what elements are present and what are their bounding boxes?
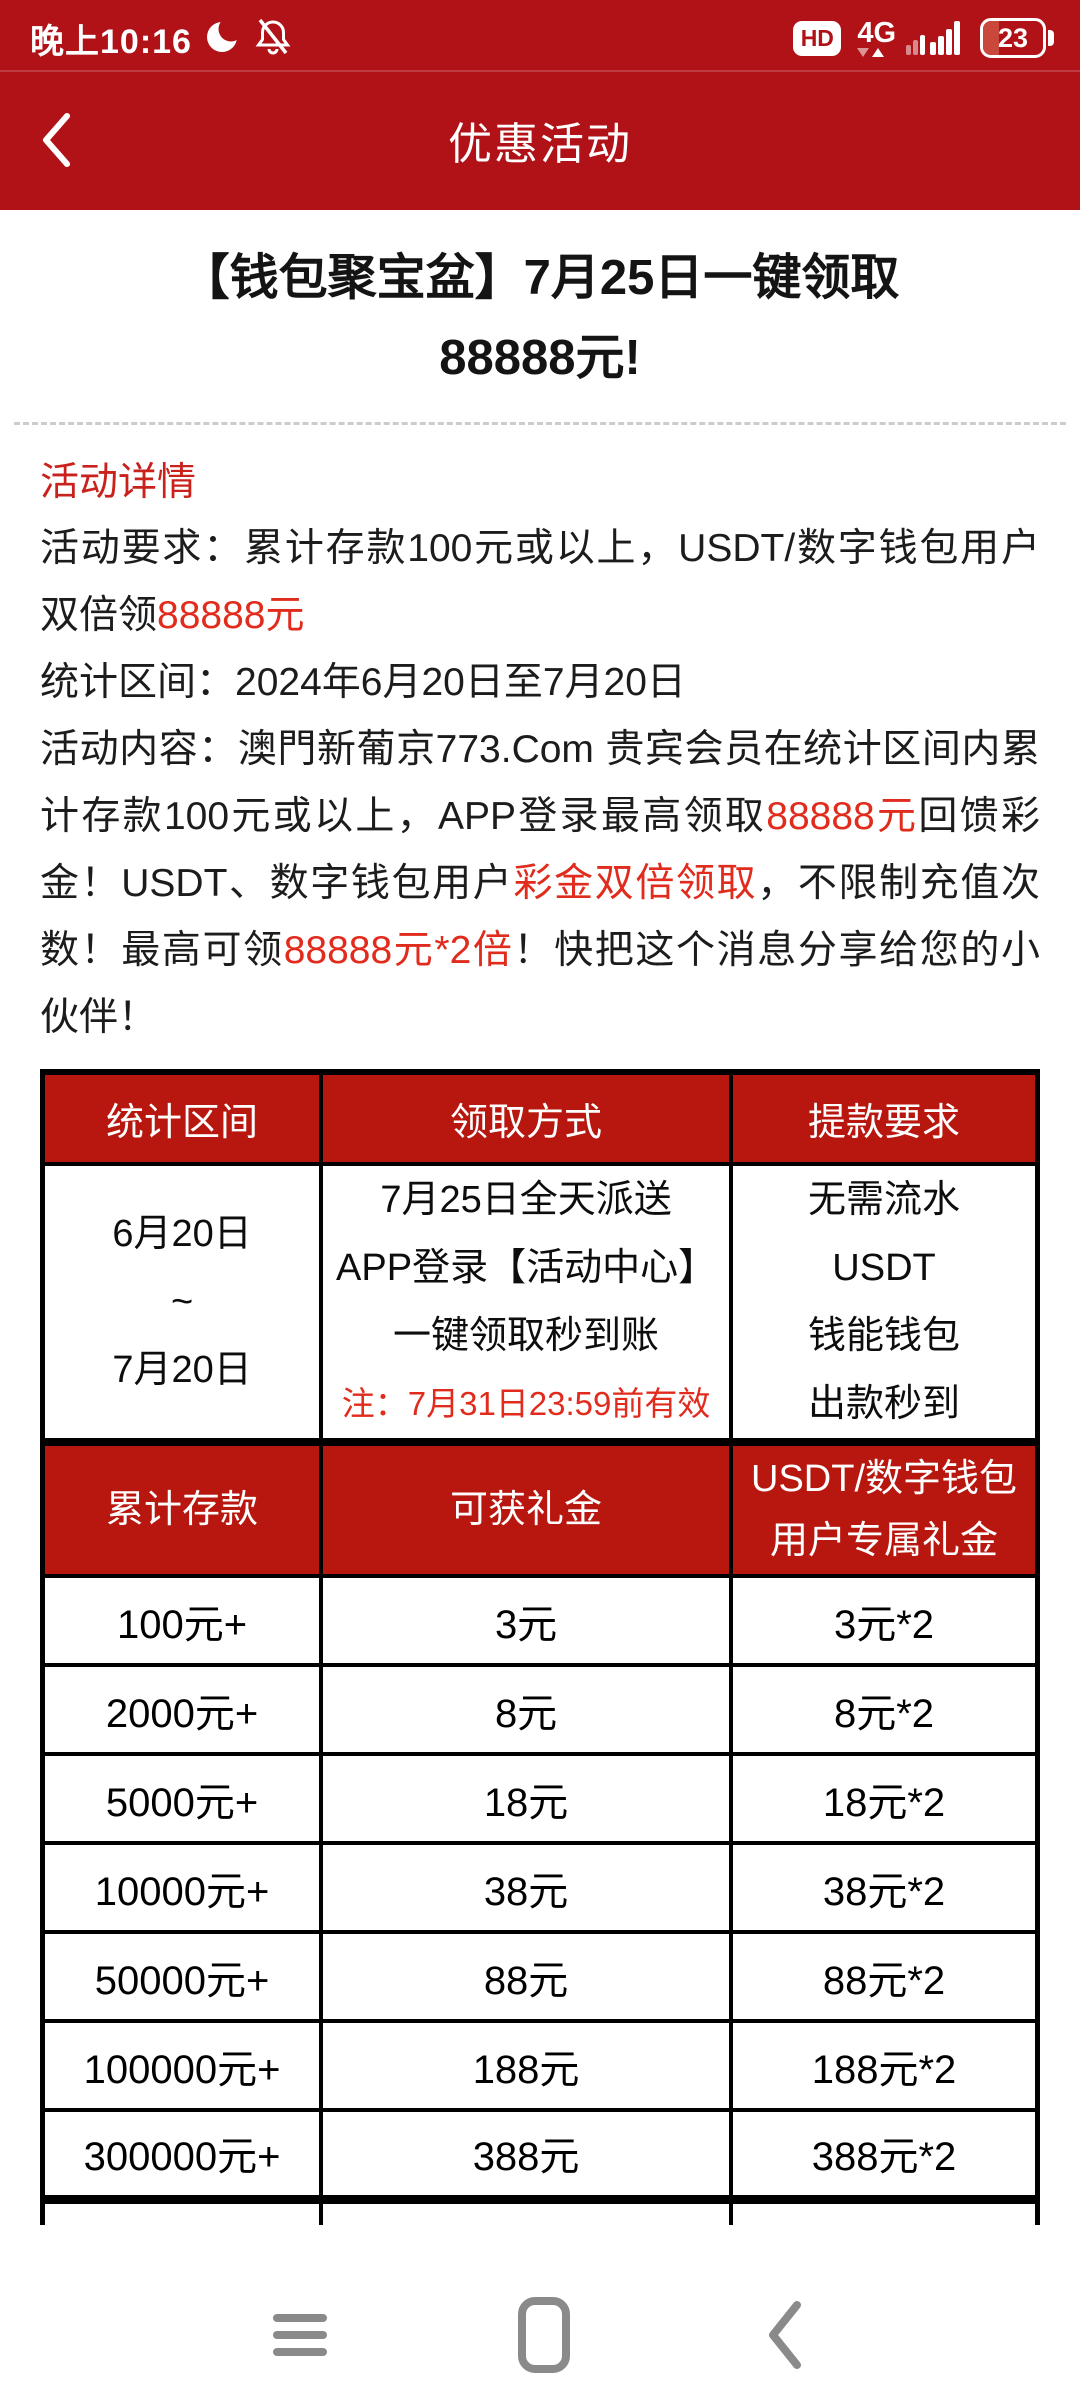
battery-fill — [983, 21, 999, 55]
activity-details: 活动详情 活动要求：累计存款100元或以上，USDT/数字钱包用户双倍领8888… — [40, 451, 1040, 1051]
home-button[interactable] — [499, 2285, 589, 2385]
deposit-cell: 300000元+ — [40, 2108, 324, 2204]
dashed-divider — [14, 422, 1066, 425]
double-gift-cell: 3元*2 — [729, 1574, 1040, 1667]
promo-headline: 【钱包聚宝盆】7月25日一键领取 88888元! — [40, 238, 1040, 398]
requirement-paragraph: 活动要求：累计存款100元或以上，USDT/数字钱包用户双倍领88888元 — [40, 527, 1040, 637]
menu-icon — [273, 2314, 328, 2356]
gift-tier-row: 5000元+ 18元 18元*2 — [40, 1752, 1040, 1845]
android-nav-bar — [0, 2270, 1080, 2400]
header-withdraw-req: 提款要求 — [729, 1069, 1040, 1166]
gift-cell: 88元 — [319, 1930, 734, 2023]
app-bar: 优惠活动 — [0, 70, 1080, 210]
gift-tier-row: 2000元+ 8元 8元*2 — [40, 1663, 1040, 1756]
battery-percent: 23 — [997, 22, 1029, 53]
highlight-amount-x2: 88888元*2倍 — [283, 929, 514, 972]
promo-table: 统计区间 领取方式 提款要求 6月20日 ~ 7月20日 7月25日全天派送 A… — [40, 1069, 1040, 2225]
deposit-cell: 50000元+ — [40, 1930, 324, 2023]
withdraw-req-cell: 无需流水 USDT 钱能钱包 出款秒到 — [729, 1162, 1040, 1444]
gift-tier-row: 100元+ 3元 3元*2 — [40, 1574, 1040, 1667]
details-heading: 活动详情 — [40, 461, 197, 504]
period-cell: 6月20日 ~ 7月20日 — [40, 1162, 324, 1444]
network-4g-label: 4G — [857, 17, 896, 49]
gift-cell: 388元 — [319, 2108, 734, 2204]
promo-content: 【钱包聚宝盆】7月25日一键领取 88888元! 活动详情 活动要求：累计存款1… — [0, 210, 1080, 2270]
gift-tier-row: 50000元+ 88元 88元*2 — [40, 1930, 1040, 2023]
table-header-row-2: 累计存款 可获礼金 USDT/数字钱包 用户专属礼金 — [40, 1438, 1040, 1578]
header-claim-method: 领取方式 — [319, 1069, 734, 1166]
highlight-amount: 88888元 — [157, 594, 305, 637]
gift-cell: 188元 — [319, 2019, 734, 2112]
chevron-left-icon — [43, 113, 70, 167]
bell-muted-icon — [254, 15, 292, 62]
gift-tier-row: 300000元+ 388元 388元*2 — [40, 2108, 1040, 2204]
signal-bars-icon — [906, 15, 964, 62]
partially-visible-row — [40, 2197, 1040, 2225]
double-gift-cell: 8元*2 — [729, 1663, 1040, 1756]
deposit-cell: 100元+ — [40, 1574, 324, 1667]
nav-back-button[interactable] — [739, 2285, 829, 2385]
deposit-cell: 10000元+ — [40, 1841, 324, 1934]
home-square-icon — [518, 2297, 571, 2373]
table-detail-row: 6月20日 ~ 7月20日 7月25日全天派送 APP登录【活动中心】 一键领取… — [40, 1162, 1040, 1444]
gift-cell: 38元 — [319, 1841, 734, 1934]
deposit-cell: 100000元+ — [40, 2019, 324, 2112]
deposit-cell: 2000元+ — [40, 1663, 324, 1756]
gift-cell: 18元 — [319, 1752, 734, 1845]
header-usdt-gift: USDT/数字钱包 用户专属礼金 — [729, 1438, 1040, 1578]
status-bar: 晚上10:16 HD 4G — [0, 0, 1080, 70]
data-activity-arrows-icon — [857, 48, 885, 57]
hd-volte-icon: HD — [793, 20, 842, 56]
header-total-deposit: 累计存款 — [40, 1438, 324, 1578]
deposit-cell: 5000元+ — [40, 1752, 324, 1845]
gift-cell: 3元 — [319, 1574, 734, 1667]
gift-tier-row: 100000元+ 188元 188元*2 — [40, 2019, 1040, 2112]
activity-content-paragraph: 活动内容：澳門新葡京773.Com 贵宾会员在统计区间内累计存款100元或以上，… — [40, 728, 1040, 1039]
gift-tier-row: 10000元+ 38元 38元*2 — [40, 1841, 1040, 1934]
double-gift-cell: 38元*2 — [729, 1841, 1040, 1934]
nav-chevron-left-icon — [769, 2301, 802, 2369]
promo-headline-line2: 88888元! — [439, 331, 641, 385]
recents-button[interactable] — [255, 2285, 345, 2385]
stat-period-paragraph: 统计区间：2024年6月20日至7月20日 — [40, 661, 686, 704]
header-gift: 可获礼金 — [319, 1438, 734, 1578]
claim-validity-note: 注：7月31日23:59前有效 — [341, 1385, 711, 1422]
promo-headline-line1: 【钱包聚宝盆】7月25日一键领取 — [180, 251, 900, 305]
highlight-amount: 88888元 — [766, 795, 919, 838]
highlight-double-claim: 彩金双倍领取 — [513, 862, 758, 905]
double-gift-cell: 18元*2 — [729, 1752, 1040, 1845]
double-gift-cell: 88元*2 — [729, 1930, 1040, 2023]
battery-icon: 23 — [980, 18, 1054, 58]
gift-cell: 8元 — [319, 1663, 734, 1756]
page-title: 优惠活动 — [448, 120, 632, 169]
table-header-row-1: 统计区间 领取方式 提款要求 — [40, 1069, 1040, 1166]
network-type-indicator: 4G — [857, 19, 896, 57]
do-not-disturb-moon-icon — [202, 16, 244, 61]
claim-method-cell: 7月25日全天派送 APP登录【活动中心】 一键领取秒到账 注：7月31日23:… — [319, 1162, 734, 1444]
clock: 晚上10:16 — [30, 22, 192, 61]
double-gift-cell: 388元*2 — [729, 2108, 1040, 2204]
header-stat-period: 统计区间 — [40, 1069, 324, 1166]
double-gift-cell: 188元*2 — [729, 2019, 1040, 2112]
back-button[interactable] — [26, 105, 86, 175]
